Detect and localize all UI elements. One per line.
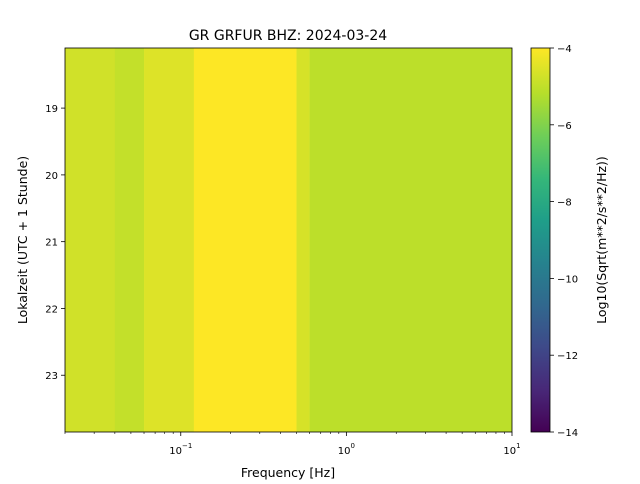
heatmap-band-1 <box>114 48 145 432</box>
y-axis-label: Lokalzeit (UTC + 1 Stunde) <box>15 156 30 324</box>
y-axis: 19 20 21 22 23 <box>45 104 65 382</box>
heatmap-band-5 <box>309 48 512 432</box>
colorbar-tick-label: −10 <box>557 274 578 285</box>
heatmap-cells <box>65 48 512 432</box>
y-tick-label: 19 <box>45 104 58 115</box>
x-tick-label: 101 <box>503 442 520 457</box>
heatmap-band-2 <box>144 48 195 432</box>
colorbar-tick-label: −6 <box>557 121 572 132</box>
heatmap-band-4 <box>296 48 310 432</box>
colorbar-tick-label: −8 <box>557 198 572 209</box>
y-tick-label: 23 <box>45 371 58 382</box>
x-tick-label: 10−1 <box>169 442 192 457</box>
colorbar-label: Log10(Sqrt(m**2/s**2/Hz)) <box>594 156 609 324</box>
y-tick-label: 22 <box>45 304 58 315</box>
chart-title: GR GRFUR BHZ: 2024-03-24 <box>189 28 387 44</box>
x-axis: 10−1 100 101 <box>64 432 521 457</box>
colorbar-tick-label: −4 <box>557 44 572 55</box>
heatmap-band-3 <box>193 48 297 432</box>
x-axis-label: Frequency [Hz] <box>241 465 335 480</box>
y-tick-label: 21 <box>45 238 58 249</box>
heatmap-band-0 <box>65 48 116 432</box>
plot-frame <box>64 47 513 433</box>
colorbar <box>530 47 551 433</box>
colorbar-tick-label: −12 <box>557 351 578 362</box>
x-tick-label: 100 <box>338 442 355 457</box>
y-tick-label: 20 <box>45 171 58 182</box>
colorbar-tick-label: −14 <box>557 428 578 439</box>
colorbar-axis: −4 −6 −8 −10 −12 −14 <box>550 44 578 439</box>
